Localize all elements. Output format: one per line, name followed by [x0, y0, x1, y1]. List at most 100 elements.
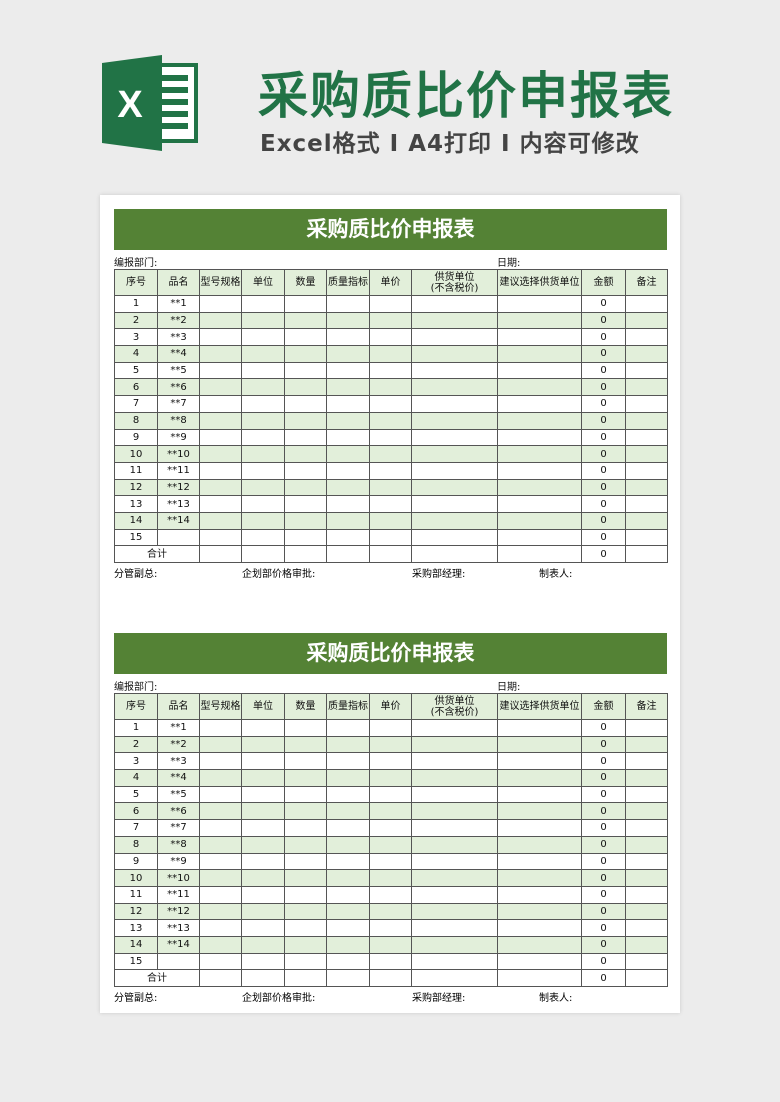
table-cell[interactable] [199, 545, 242, 563]
table-cell[interactable] [241, 511, 285, 530]
table-cell[interactable] [199, 769, 242, 787]
table-cell[interactable] [411, 411, 498, 430]
table-cell[interactable] [241, 752, 285, 771]
table-cell[interactable] [241, 902, 285, 921]
table-cell[interactable] [326, 511, 370, 530]
table-cell[interactable] [241, 311, 285, 330]
table-cell[interactable] [369, 311, 412, 330]
remark-cell[interactable] [625, 935, 668, 954]
table-cell[interactable] [369, 852, 412, 871]
table-cell[interactable] [497, 428, 582, 447]
table-cell[interactable] [369, 428, 412, 447]
remark-cell[interactable] [625, 461, 668, 480]
table-cell[interactable] [411, 835, 498, 854]
table-cell[interactable] [497, 528, 582, 547]
table-cell[interactable] [411, 478, 498, 497]
table-cell[interactable] [326, 785, 370, 804]
item-name[interactable] [157, 952, 200, 971]
remark-cell[interactable] [625, 769, 668, 787]
table-cell[interactable] [411, 735, 498, 754]
item-name[interactable]: **11 [157, 885, 200, 904]
amount-cell[interactable]: 0 [581, 935, 626, 954]
amount-cell[interactable]: 0 [581, 885, 626, 904]
table-cell[interactable] [326, 902, 370, 921]
table-cell[interactable] [497, 511, 582, 530]
item-name[interactable]: **14 [157, 935, 200, 954]
table-cell[interactable] [284, 935, 327, 954]
table-cell[interactable] [326, 802, 370, 821]
table-cell[interactable] [284, 495, 327, 513]
item-name[interactable]: **8 [157, 835, 200, 854]
table-cell[interactable] [326, 935, 370, 954]
item-name[interactable]: **13 [157, 495, 200, 513]
table-cell[interactable] [369, 819, 412, 837]
item-name[interactable]: **7 [157, 395, 200, 413]
table-cell[interactable] [241, 919, 285, 937]
table-cell[interactable] [497, 919, 582, 937]
table-cell[interactable] [284, 785, 327, 804]
amount-cell[interactable]: 0 [581, 852, 626, 871]
table-cell[interactable] [241, 969, 285, 987]
table-cell[interactable] [199, 719, 242, 737]
table-cell[interactable] [241, 461, 285, 480]
table-cell[interactable] [497, 495, 582, 513]
table-cell[interactable] [497, 902, 582, 921]
table-cell[interactable] [497, 545, 582, 563]
table-cell[interactable] [241, 328, 285, 347]
table-cell[interactable] [497, 952, 582, 971]
table-cell[interactable] [369, 802, 412, 821]
table-cell[interactable] [497, 311, 582, 330]
amount-cell[interactable]: 0 [581, 445, 626, 463]
table-cell[interactable] [199, 311, 242, 330]
table-cell[interactable] [241, 869, 285, 887]
table-cell[interactable] [411, 528, 498, 547]
table-cell[interactable] [199, 785, 242, 804]
amount-cell[interactable]: 0 [581, 785, 626, 804]
table-cell[interactable] [369, 478, 412, 497]
amount-cell[interactable]: 0 [581, 428, 626, 447]
remark-cell[interactable] [625, 885, 668, 904]
table-cell[interactable] [369, 511, 412, 530]
item-name[interactable]: **2 [157, 311, 200, 330]
table-cell[interactable] [411, 885, 498, 904]
remark-cell[interactable] [625, 495, 668, 513]
table-cell[interactable] [199, 528, 242, 547]
table-cell[interactable] [241, 528, 285, 547]
item-name[interactable]: **6 [157, 378, 200, 397]
table-cell[interactable] [497, 885, 582, 904]
remark-cell[interactable] [625, 361, 668, 380]
amount-cell[interactable]: 0 [581, 378, 626, 397]
amount-cell[interactable]: 0 [581, 311, 626, 330]
item-name[interactable]: **6 [157, 802, 200, 821]
table-cell[interactable] [369, 785, 412, 804]
table-cell[interactable] [411, 495, 498, 513]
table-cell[interactable] [369, 528, 412, 547]
remark-cell[interactable] [625, 735, 668, 754]
table-cell[interactable] [369, 395, 412, 413]
item-name[interactable]: **14 [157, 511, 200, 530]
table-cell[interactable] [326, 545, 370, 563]
table-cell[interactable] [199, 952, 242, 971]
amount-cell[interactable]: 0 [581, 752, 626, 771]
table-cell[interactable] [326, 345, 370, 363]
item-name[interactable]: **9 [157, 852, 200, 871]
table-cell[interactable] [199, 395, 242, 413]
table-cell[interactable] [326, 361, 370, 380]
table-cell[interactable] [241, 819, 285, 837]
amount-cell[interactable]: 0 [581, 735, 626, 754]
amount-cell[interactable]: 0 [581, 511, 626, 530]
table-cell[interactable] [284, 411, 327, 430]
item-name[interactable]: **12 [157, 478, 200, 497]
table-cell[interactable] [284, 952, 327, 971]
table-cell[interactable] [411, 511, 498, 530]
amount-cell[interactable]: 0 [581, 295, 626, 313]
table-cell[interactable] [241, 802, 285, 821]
table-cell[interactable] [199, 852, 242, 871]
table-cell[interactable] [497, 361, 582, 380]
table-cell[interactable] [284, 719, 327, 737]
remark-cell[interactable] [625, 311, 668, 330]
table-cell[interactable] [326, 328, 370, 347]
item-name[interactable]: **9 [157, 428, 200, 447]
table-cell[interactable] [411, 902, 498, 921]
table-cell[interactable] [199, 461, 242, 480]
